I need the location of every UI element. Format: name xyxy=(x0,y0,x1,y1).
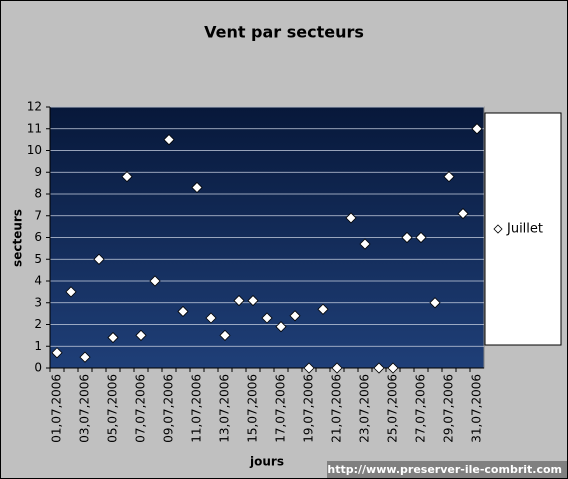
point xyxy=(359,238,371,250)
x-tick-label: 13,07,2006 xyxy=(218,374,232,443)
point xyxy=(177,305,189,318)
x-tick-label: 09,07,2006 xyxy=(162,374,176,443)
y-tick-label: 0 xyxy=(34,361,42,375)
x-tick-label: 19,07,2006 xyxy=(302,374,316,443)
point xyxy=(65,286,77,298)
point xyxy=(275,321,287,333)
x-tick-label: 07,07,2006 xyxy=(134,374,148,443)
x-tick-label: 01,07,2006 xyxy=(50,374,64,443)
point xyxy=(247,295,259,307)
point xyxy=(457,208,469,220)
point xyxy=(51,347,63,359)
point xyxy=(79,351,91,363)
y-tick-label: 12 xyxy=(27,100,42,114)
x-tick-label: 11,07,2006 xyxy=(190,374,204,443)
x-tick-label: 29,07,2006 xyxy=(442,374,456,443)
legend xyxy=(484,112,562,346)
point xyxy=(387,362,399,374)
x-tick-label: 31,07,2006 xyxy=(470,374,484,443)
y-axis-title: secteurs xyxy=(11,209,25,267)
x-tick-label: 05,07,2006 xyxy=(106,374,120,443)
point xyxy=(345,212,357,224)
point xyxy=(149,275,161,287)
x-axis-title: jours xyxy=(249,455,284,469)
y-tick-label: 9 xyxy=(34,165,42,179)
point xyxy=(261,312,273,324)
point xyxy=(163,134,175,146)
point xyxy=(121,171,133,183)
point xyxy=(373,362,385,374)
chart-title: Vent par secteurs xyxy=(204,23,364,42)
x-tick-label: 23,07,2006 xyxy=(358,374,372,443)
source-band xyxy=(327,461,567,478)
source: http://www.preserver-ile-combrit.com xyxy=(327,463,562,476)
y-tick-label: 10 xyxy=(27,143,42,157)
y-tick-label: 1 xyxy=(34,339,42,353)
x-tick-label: 21,07,2006 xyxy=(330,374,344,443)
y-tick-label: 11 xyxy=(27,121,42,135)
point xyxy=(415,231,427,244)
x-tick-label: 17,07,2006 xyxy=(274,374,288,443)
point xyxy=(233,295,245,307)
point xyxy=(93,253,105,265)
y-tick-label: 2 xyxy=(34,317,42,331)
x-tick-label: 15,07,2006 xyxy=(246,374,260,443)
point xyxy=(289,310,301,322)
point xyxy=(191,181,203,194)
point xyxy=(107,331,119,344)
point xyxy=(331,362,343,374)
point xyxy=(443,171,455,183)
y-tick-label: 4 xyxy=(34,274,42,288)
point xyxy=(303,362,315,374)
y-tick-label: 3 xyxy=(34,295,42,309)
point xyxy=(135,329,147,341)
point xyxy=(471,123,483,135)
point xyxy=(429,297,441,309)
point xyxy=(205,312,217,324)
legend-label: Juillet xyxy=(506,222,543,237)
point xyxy=(219,329,231,341)
y-tick-label: 5 xyxy=(34,252,42,266)
point xyxy=(317,303,329,315)
y-tick-label: 6 xyxy=(34,230,42,244)
x-tick-label: 03,07,2006 xyxy=(78,374,92,443)
x-tick-label: 25,07,2006 xyxy=(386,374,400,443)
y-tick-label: 8 xyxy=(34,187,42,201)
x-tick-label: 27,07,2006 xyxy=(414,374,428,443)
point xyxy=(401,231,413,244)
legend-marker xyxy=(493,224,503,234)
y-tick-label: 7 xyxy=(34,208,42,222)
